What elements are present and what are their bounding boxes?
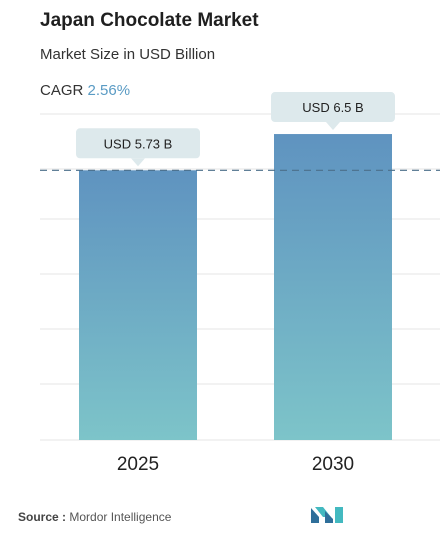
data-labels: USD 5.73 B USD 6.5 B [76, 92, 395, 167]
mordor-intelligence-logo-icon [311, 507, 343, 523]
cagr-value: 2.56% [87, 82, 131, 99]
x-axis-ticks: 2025 2030 [117, 454, 354, 475]
bars [79, 134, 392, 441]
data-label-2025: USD 5.73 B [76, 128, 200, 167]
bar-chart: USD 5.73 B USD 6.5 B 2025 2030 [40, 92, 440, 475]
source-line: Source : Mordor Intelligence [18, 510, 171, 524]
data-label-text: USD 6.5 B [302, 100, 363, 115]
data-label-2030: USD 6.5 B [271, 92, 395, 131]
source-label: Source : [18, 510, 67, 524]
chart-subtitle: Market Size in USD Billion [40, 46, 216, 63]
bar-2030 [274, 134, 392, 441]
source-value: Mordor Intelligence [69, 510, 172, 524]
chart-title: Japan Chocolate Market [40, 10, 259, 31]
data-label-text: USD 5.73 B [104, 136, 173, 151]
x-tick-label: 2025 [117, 454, 159, 475]
cagr-label: CAGR [40, 82, 84, 99]
x-tick-label: 2030 [312, 454, 354, 475]
bar-2025 [79, 170, 197, 441]
cagr-line: CAGR 2.56% [40, 82, 130, 99]
